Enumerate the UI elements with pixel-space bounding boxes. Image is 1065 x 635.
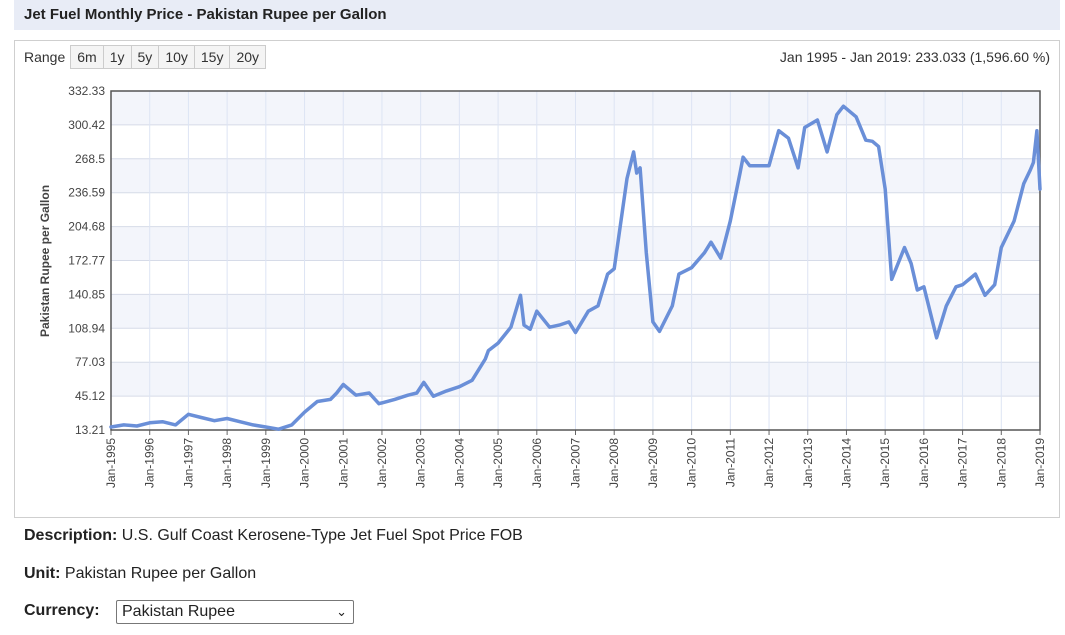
unit-label: Unit: (24, 565, 61, 582)
range-20y-button[interactable]: 20y (229, 45, 267, 69)
y-tick-label: 236.59 (68, 186, 105, 200)
plot-border (110, 90, 1041, 431)
x-tick-label: Jan-2000 (298, 438, 312, 488)
x-tick-label: Jan-2017 (956, 438, 970, 488)
x-tick-label: Jan-2009 (646, 438, 660, 488)
x-tick-label: Jan-2008 (607, 438, 621, 488)
y-axis-label: Pakistan Rupee per Gallon (38, 185, 52, 337)
y-tick-label: 172.77 (68, 254, 105, 268)
currency-selected-value: Pakistan Rupee (122, 603, 235, 620)
y-tick-label: 140.85 (68, 287, 105, 301)
x-tick-label: Jan-1996 (143, 438, 157, 488)
x-tick-label: Jan-2011 (723, 438, 737, 487)
x-tick-label: Jan-1995 (104, 438, 118, 488)
x-tick-label: Jan-2006 (530, 438, 544, 488)
x-tick-label: Jan-2007 (569, 438, 583, 488)
x-tick-label: Jan-2014 (839, 438, 853, 488)
y-tick-label: 45.12 (75, 389, 105, 403)
x-tick-label: Jan-2002 (375, 438, 389, 488)
line-chart: 13.21 45.12 77.03 108.94 140.85 172.77 204.68 2… (38, 84, 1047, 488)
chart-panel: Range 6m 1y 5y 10y 15y 20y Jan 1995 - Ja… (14, 40, 1060, 518)
unit-row: Unit: Pakistan Rupee per Gallon (24, 565, 256, 583)
description-label: Description: (24, 527, 118, 544)
x-tick-label: Jan-2015 (878, 438, 892, 488)
x-tick-label: Jan-2010 (685, 438, 699, 488)
x-tick-label: Jan-2001 (336, 438, 350, 488)
y-tick-label: 108.94 (68, 321, 105, 335)
range-15y-button[interactable]: 15y (193, 45, 231, 69)
range-label: Range (24, 49, 66, 65)
y-tick-label: 77.03 (75, 355, 105, 369)
range-10y-button[interactable]: 10y (158, 45, 195, 69)
chevron-down-icon: ⌄ (336, 604, 347, 619)
price-series-line (109, 104, 1042, 431)
x-tick-label: Jan-1997 (181, 438, 195, 488)
x-tick-label: Jan-2005 (491, 438, 505, 488)
currency-label: Currency: (24, 602, 100, 619)
x-tick-label: Jan-2018 (994, 438, 1008, 488)
y-tick-label: 300.42 (68, 118, 105, 132)
x-tick-label: Jan-2003 (414, 438, 428, 488)
x-tick-label: Jan-1998 (220, 438, 234, 488)
currency-row: Currency: (24, 602, 100, 620)
page-title: Jet Fuel Monthly Price - Pakistan Rupee … (24, 6, 387, 23)
y-tick-label: 332.33 (68, 84, 105, 98)
x-tick-label: Jan-2012 (762, 438, 776, 488)
y-tick-label: 268.5 (75, 152, 105, 166)
range-5y-button[interactable]: 5y (130, 45, 160, 69)
y-tick-label: 13.21 (75, 423, 105, 437)
x-tick-label: Jan-2016 (917, 438, 931, 488)
unit-value: Pakistan Rupee per Gallon (64, 565, 257, 582)
range-summary: Jan 1995 - Jan 2019: 233.033 (1,596.60 %… (779, 49, 1050, 65)
x-tick-label: Jan-2013 (801, 438, 815, 488)
y-tick-label: 204.68 (68, 220, 105, 234)
x-tick-label: Jan-2019 (1033, 438, 1047, 488)
description-row: Description: U.S. Gulf Coast Kerosene-Ty… (24, 527, 523, 545)
description-value: U.S. Gulf Coast Kerosene-Type Jet Fuel S… (121, 527, 523, 544)
currency-select[interactable]: Pakistan Rupee ⌄ (116, 600, 354, 624)
x-tick-label: Jan-1999 (259, 438, 273, 488)
range-selector: Range 6m 1y 5y 10y 15y 20y (24, 45, 267, 69)
x-tick-label: Jan-2004 (452, 438, 466, 488)
chart-title-bar: Jet Fuel Monthly Price - Pakistan Rupee … (14, 0, 1060, 30)
